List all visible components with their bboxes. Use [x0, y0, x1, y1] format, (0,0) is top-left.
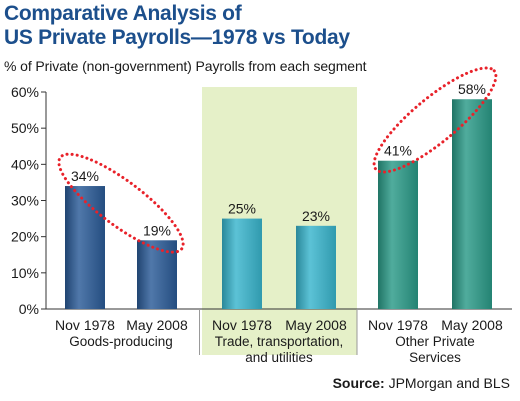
group-label: Goods-producing [69, 334, 173, 349]
group-label: Other Private [395, 334, 475, 349]
bar-value-label: 41% [384, 143, 412, 159]
source-note: Source: JPMorgan and BLS [333, 375, 510, 391]
highlight-ellipse [57, 152, 185, 254]
bar-value-label: 58% [458, 81, 486, 97]
bar [222, 218, 262, 309]
x-tick-label: Nov 1978 [212, 317, 272, 333]
bar [378, 160, 418, 309]
bar [137, 240, 177, 309]
bar [296, 225, 336, 309]
bar-value-label: 19% [143, 222, 171, 238]
x-tick-label: May 2008 [285, 317, 347, 333]
y-tick-label: 60% [11, 84, 39, 100]
y-tick-label: 10% [11, 265, 39, 281]
y-tick-label: 50% [11, 120, 39, 136]
x-tick-label: May 2008 [126, 317, 188, 333]
chart-title-line-1: Comparative Analysis of [4, 2, 242, 25]
source-label: Source: [332, 375, 385, 391]
highlight-ellipse [372, 66, 498, 174]
bar-value-label: 23% [302, 208, 330, 224]
y-tick-label: 0% [19, 301, 39, 317]
y-tick-label: 30% [11, 193, 39, 209]
y-tick-label: 40% [11, 156, 39, 172]
bar-value-label: 34% [71, 168, 99, 184]
group-label: Services [409, 350, 461, 365]
chart-title: Comparative Analysis of US Private Payro… [4, 2, 350, 50]
y-tick-label: 20% [11, 229, 39, 245]
group-label: Trade, transportation, [215, 334, 344, 349]
x-tick-label: Nov 1978 [368, 317, 428, 333]
bar [452, 99, 492, 309]
source-text: JPMorgan and BLS [388, 375, 510, 391]
group-label: and utilities [245, 350, 313, 365]
x-tick-label: Nov 1978 [55, 317, 115, 333]
chart-title-line-2: US Private Payrolls—1978 vs Today [4, 26, 350, 49]
x-tick-label: May 2008 [441, 317, 503, 333]
bar-value-label: 25% [228, 201, 256, 217]
bar [65, 186, 105, 309]
chart-subtitle: % of Private (non-government) Payrolls f… [4, 58, 367, 74]
